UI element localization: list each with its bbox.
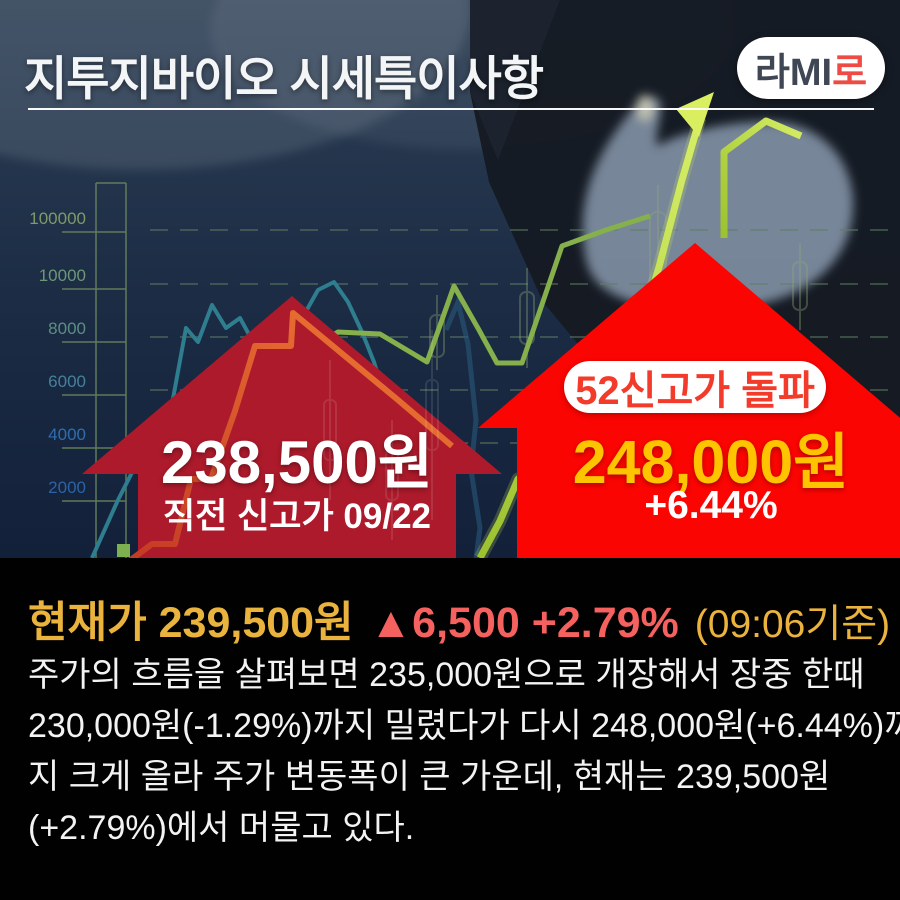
- y-axis-labels: 100000 10000 8000 6000 4000 2000: [29, 209, 86, 497]
- commentary-line: 주가의 흐름을 살펴보면 235,000원으로 개장해서 장중 한때: [28, 656, 865, 694]
- previous-high-price: 238,500원: [160, 429, 434, 496]
- as-of-time: (09:06기준): [694, 603, 891, 646]
- logo-text-dark: 라MI: [754, 51, 833, 94]
- new-high-price: 248,000원: [572, 428, 850, 496]
- y-tick-4000: 4000: [48, 425, 86, 444]
- header-divider: [28, 108, 874, 110]
- arrowhead-icon: [676, 92, 714, 137]
- y-tick-100000: 100000: [29, 209, 86, 228]
- commentary-paragraph: 주가의 흐름을 살펴보면 235,000원으로 개장해서 장중 한때 230,0…: [28, 650, 900, 854]
- suit-lapel: [470, 0, 560, 160]
- page-title: 지투지바이오 시세특이사항: [24, 52, 544, 105]
- orange-price-line: [128, 310, 454, 558]
- commentary-line: (+2.79%)에서 머물고 있다.: [28, 809, 415, 847]
- olive-price-line: [294, 213, 651, 366]
- previous-high-caption: 직전 신고가 09/22: [162, 497, 432, 536]
- brand-logo: 라MI 로: [737, 37, 885, 99]
- 52week-high-badge: 52신고가 돌파: [564, 361, 826, 413]
- y-axis: [62, 182, 127, 558]
- y-tick-10000: 10000: [39, 266, 86, 285]
- current-price: 현재가 239,500원: [28, 599, 354, 647]
- commentary-line: 지 크게 올라 주가 변동폭이 큰 가운데, 현재는 239,500원: [28, 758, 831, 796]
- teal-price-line-2: [443, 294, 483, 558]
- chartreuse-line-segment: [720, 117, 803, 238]
- commentary-line: 230,000원(-1.29%)까지 밀렸다가 다시 248,000원(+6.4…: [28, 707, 900, 745]
- logo-text-red: 로: [832, 51, 868, 94]
- y-tick-2000: 2000: [48, 478, 86, 497]
- y-tick-8000: 8000: [48, 319, 86, 338]
- new-high-percent: +6.44%: [644, 484, 778, 527]
- green-marker: [117, 544, 130, 557]
- left-house-shape: [82, 296, 502, 558]
- faint-candles-overlay: [323, 330, 439, 540]
- chart-scene: 100000 10000 8000 6000 4000 2000: [0, 0, 900, 558]
- summary-panel: 현재가 239,500원 ▲6,500 +2.79% (09:06기준) 주가의…: [0, 558, 900, 900]
- current-price-row: 현재가 239,500원 ▲6,500 +2.79% (09:06기준): [28, 588, 890, 650]
- price-change: ▲6,500 +2.79%: [369, 599, 679, 647]
- badge-label: 52신고가 돌파: [575, 369, 815, 413]
- y-tick-6000: 6000: [48, 372, 86, 391]
